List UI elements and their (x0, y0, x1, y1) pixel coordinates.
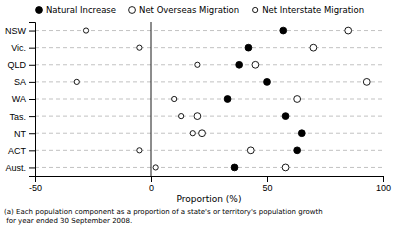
grid-line (35, 116, 383, 117)
grid-line (35, 150, 383, 151)
grid-line (35, 167, 383, 168)
y-tick-mark (29, 150, 35, 151)
y-tick: NT (14, 129, 35, 139)
point (363, 78, 370, 85)
point (294, 96, 301, 103)
x-tick-label: 100 (376, 183, 391, 193)
x-tick: 50 (262, 176, 272, 193)
y-tick: QLD (7, 60, 35, 70)
x-axis: -50 0 50 100 (29, 176, 391, 193)
point (231, 164, 238, 171)
y-tick-label: Tas. (9, 111, 26, 121)
legend-marker (36, 7, 43, 14)
point (282, 113, 289, 120)
y-tick: Aust. (5, 163, 35, 173)
point (245, 44, 252, 51)
legend-marker (129, 7, 136, 14)
x-tick: 0 (149, 176, 154, 193)
legend-marker (253, 7, 258, 12)
y-tick-label: ACT (8, 146, 27, 156)
y-tick-mark (29, 167, 35, 168)
x-axis-line (36, 177, 384, 183)
grid-line (35, 133, 383, 134)
y-tick-label: NSW (5, 26, 27, 36)
point (194, 113, 201, 120)
y-tick-mark (29, 31, 35, 32)
y-tick-mark (29, 133, 35, 134)
grid-line (35, 64, 383, 65)
point (345, 27, 352, 34)
series (194, 27, 370, 171)
point (252, 61, 259, 68)
grid-line (35, 81, 383, 82)
y-tick: WA (12, 94, 35, 104)
grid (35, 22, 383, 176)
x-axis-title: Proportion (%) (177, 194, 242, 204)
point (282, 164, 289, 171)
point (190, 131, 195, 136)
y-tick: NSW (5, 26, 35, 36)
x-tick-label: -50 (29, 183, 42, 193)
y-axis: NSW Vic. QLD SA WA Tas. NT ACT Aust. (5, 23, 36, 177)
chart: -50 0 50 100 NSW Vic. QLD SA WA Tas. NT ACT Aust. Pro… (0, 0, 397, 227)
point (264, 78, 271, 85)
point (74, 79, 79, 84)
y-tick: Vic. (11, 43, 35, 53)
y-axis-line (29, 23, 36, 177)
legend-item: Natural Increase (36, 5, 116, 15)
point (137, 45, 142, 50)
note: (a) Each population component as a propo… (4, 208, 323, 225)
point (224, 96, 231, 103)
point (153, 165, 158, 170)
y-tick: Tas. (9, 111, 35, 121)
point (236, 61, 243, 68)
y-tick-mark (29, 99, 35, 100)
note-line: (a) Each population component as a propo… (4, 208, 323, 216)
y-tick-label: Vic. (11, 43, 26, 53)
y-tick-mark (29, 82, 35, 83)
x-tick-label: 0 (149, 183, 154, 193)
zero-line (151, 22, 152, 176)
point (199, 130, 206, 137)
y-tick-label: WA (12, 94, 26, 104)
legend-item: Net Interstate Migration (253, 5, 364, 15)
legend-label: Net Overseas Migration (139, 5, 239, 15)
point (179, 114, 184, 119)
grid-line (35, 47, 383, 48)
point (195, 62, 200, 67)
y-tick-mark (29, 65, 35, 66)
legend-label: Net Interstate Migration (262, 5, 364, 15)
point (137, 148, 142, 153)
point (247, 147, 254, 154)
y-tick-label: Aust. (5, 163, 26, 173)
point (280, 27, 287, 34)
point (298, 130, 305, 137)
x-tick-mark (267, 176, 268, 182)
x-tick-mark (151, 176, 152, 182)
point (310, 44, 317, 51)
point (172, 96, 177, 101)
legend: Natural Increase Net Overseas Migration Ne… (36, 5, 364, 15)
note-line: for year ended 30 September 2008. (4, 217, 132, 225)
y-tick-label: QLD (7, 60, 26, 70)
y-tick: SA (14, 77, 35, 87)
legend-item: Net Overseas Migration (129, 5, 240, 15)
y-tick-mark (29, 48, 35, 49)
x-tick: -50 (29, 176, 42, 193)
point (294, 147, 301, 154)
legend-label: Natural Increase (46, 5, 116, 15)
y-tick-label: NT (14, 129, 26, 139)
series (224, 27, 305, 171)
x-tick-mark (383, 176, 384, 182)
series (74, 28, 200, 170)
grid-line (35, 99, 383, 100)
y-tick-mark (29, 116, 35, 117)
y-tick-label: SA (14, 77, 26, 87)
marks (74, 27, 370, 171)
x-tick-label: 50 (262, 183, 272, 193)
point (83, 28, 88, 33)
x-tick: 100 (376, 176, 391, 193)
y-tick: ACT (8, 146, 35, 156)
